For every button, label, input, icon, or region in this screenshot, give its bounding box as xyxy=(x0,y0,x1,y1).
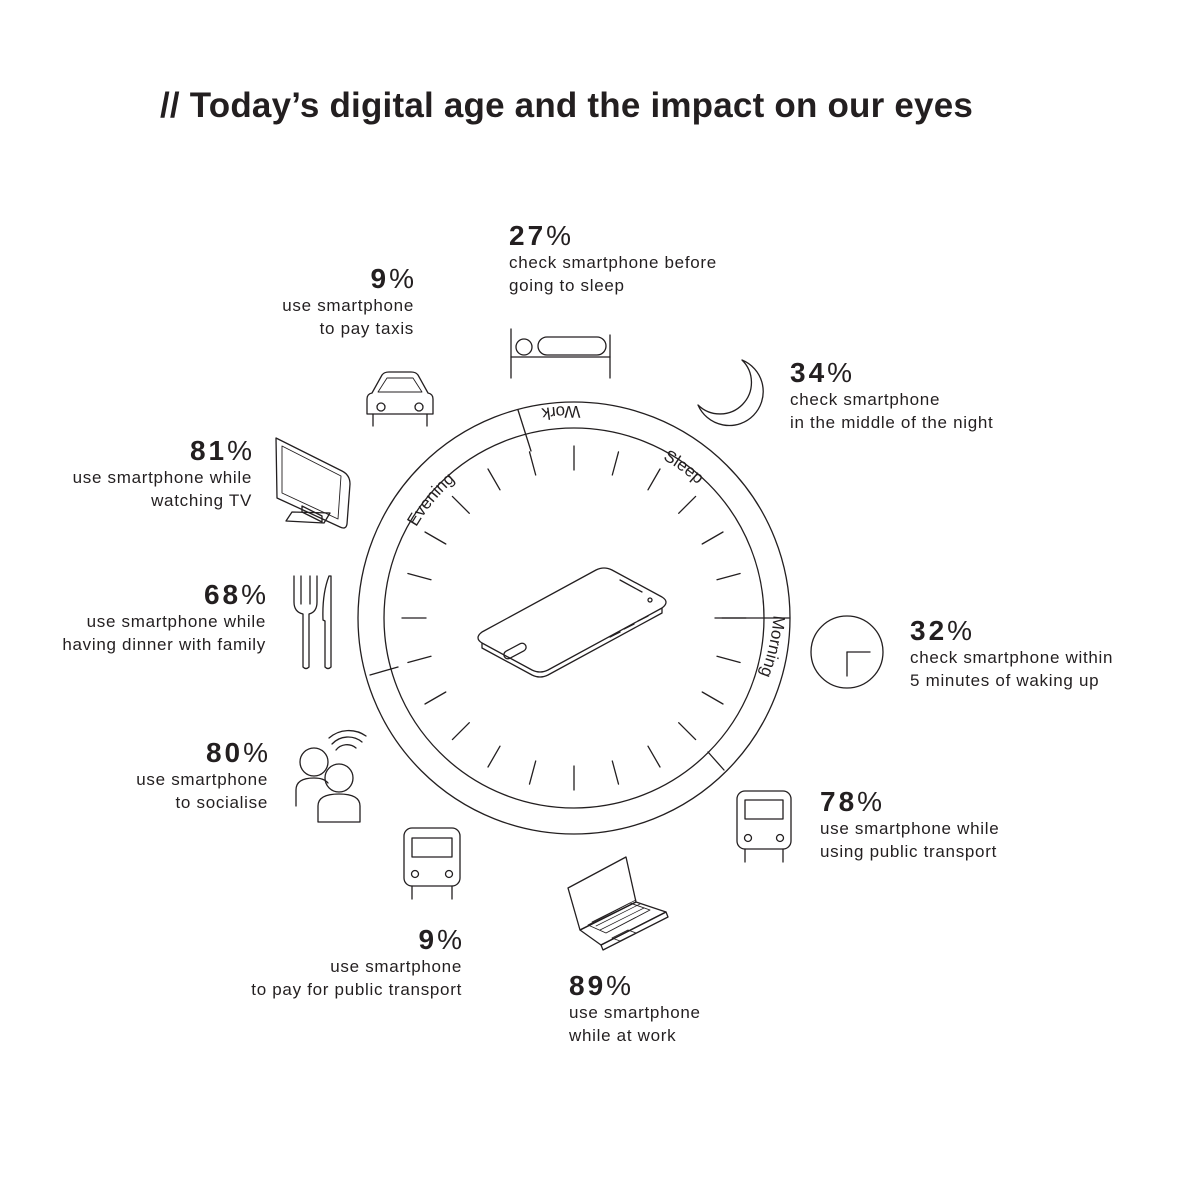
stat-unit: % xyxy=(947,615,973,646)
cutlery-icon xyxy=(293,575,332,670)
clock-icon xyxy=(810,615,884,689)
stat-line: to pay for public transport xyxy=(251,979,462,999)
clock-tick xyxy=(611,760,620,785)
stat-value: 9 xyxy=(370,263,390,294)
segment-label-evening: Evening xyxy=(403,469,458,529)
stat-unit: % xyxy=(389,263,414,294)
stat-line: in the middle of the night xyxy=(790,412,994,432)
people-wifi-icon xyxy=(295,729,367,823)
clock-tick xyxy=(701,531,724,545)
clock-tick xyxy=(424,691,447,705)
clock-tick xyxy=(407,655,432,664)
stat-value: 78 xyxy=(820,786,858,817)
page-title: // Today’s digital age and the impact on… xyxy=(160,86,974,125)
stat-waking: 32% check smartphone within 5 minutes of … xyxy=(910,615,1190,692)
stat-unit: % xyxy=(227,435,252,466)
stat-line: having dinner with family xyxy=(62,634,266,654)
stat-value: 68 xyxy=(203,579,242,610)
stat-value: 80 xyxy=(205,737,244,768)
stat-line: use smartphone while xyxy=(72,468,252,487)
stat-unit: % xyxy=(606,970,632,1001)
clock-tick xyxy=(528,451,537,476)
stat-unit: % xyxy=(241,579,266,610)
stat-line: check smartphone within xyxy=(910,648,1114,667)
clock-tick xyxy=(451,722,470,741)
clock-outer-ring xyxy=(357,401,791,835)
bed-icon xyxy=(510,328,611,379)
stat-value: 32 xyxy=(910,615,948,646)
stat-sleep: 27% check smartphone before going to slee… xyxy=(509,220,869,297)
stat-line: 5 minutes of waking up xyxy=(910,670,1100,690)
clock-tick xyxy=(678,495,697,514)
clock-tick xyxy=(528,760,537,785)
stat-value: 81 xyxy=(189,435,228,466)
stat-night: 34% check smartphone in the middle of the… xyxy=(790,357,1150,434)
car-icon xyxy=(366,371,434,427)
stat-line: use smartphone xyxy=(282,296,414,315)
bus-icon xyxy=(736,790,792,863)
stat-dinner: 68% use smartphone while having dinner wi… xyxy=(0,579,266,656)
stat-value: 34 xyxy=(790,357,828,388)
segment-divider-evening xyxy=(369,666,399,676)
stat-line: check smartphone xyxy=(790,390,941,409)
day-clock: Sleep Evening Morning Work xyxy=(357,401,791,835)
smartphone-icon xyxy=(477,567,667,678)
stat-socialise: 80% use smartphone to socialise xyxy=(0,737,268,814)
stat-line: check smartphone before xyxy=(509,253,717,272)
clock-tick xyxy=(647,745,661,768)
stat-pay-transport: 9% use smartphone to pay for public trans… xyxy=(102,924,462,1001)
stat-tv: 81% use smartphone while watching TV xyxy=(0,435,252,512)
stat-unit: % xyxy=(857,786,883,817)
stat-line: use smartphone while xyxy=(820,819,1000,838)
clock-tick xyxy=(678,722,697,741)
stat-transport: 78% use smartphone while using public tra… xyxy=(820,786,1180,863)
laptop-icon xyxy=(567,856,669,951)
stat-line: use smartphone xyxy=(330,957,462,976)
clock-tick xyxy=(424,531,447,545)
segment-divider-sleep xyxy=(517,409,532,452)
clock-tick xyxy=(647,468,661,491)
moon-icon xyxy=(697,359,764,427)
stat-unit: % xyxy=(827,357,853,388)
clock-tick xyxy=(451,495,470,514)
clock-ticks xyxy=(401,445,747,791)
stat-line: watching TV xyxy=(151,490,252,510)
stat-unit: % xyxy=(546,220,572,251)
clock-tick xyxy=(407,572,432,581)
stat-line: use smartphone xyxy=(569,1003,701,1022)
clock-tick xyxy=(487,745,501,768)
stat-unit: % xyxy=(437,924,462,955)
stat-work: 89% use smartphone while at work xyxy=(569,970,929,1047)
stat-line: to socialise xyxy=(175,792,268,812)
stat-value: 89 xyxy=(569,970,607,1001)
segment-divider-work xyxy=(707,751,725,771)
stat-line: using public transport xyxy=(820,841,997,861)
stat-unit: % xyxy=(243,737,268,768)
clock-tick xyxy=(487,468,501,491)
stat-line: to pay taxis xyxy=(319,318,414,338)
stat-line: while at work xyxy=(569,1025,677,1045)
stat-value: 27 xyxy=(509,220,547,251)
clock-tick xyxy=(716,655,741,664)
clock-tick xyxy=(716,572,741,581)
stat-line: going to sleep xyxy=(509,275,625,295)
stat-taxi: 9% use smartphone to pay taxis xyxy=(54,263,414,340)
tv-icon xyxy=(275,437,351,529)
stat-line: use smartphone xyxy=(136,770,268,789)
clock-tick xyxy=(611,451,620,476)
segment-label-work: Work xyxy=(540,402,580,423)
segment-label-sleep: Sleep xyxy=(661,446,708,487)
clock-tick xyxy=(701,691,724,705)
bus-icon-left xyxy=(403,827,461,900)
stat-value: 9 xyxy=(418,924,438,955)
stat-line: use smartphone while xyxy=(86,612,266,631)
